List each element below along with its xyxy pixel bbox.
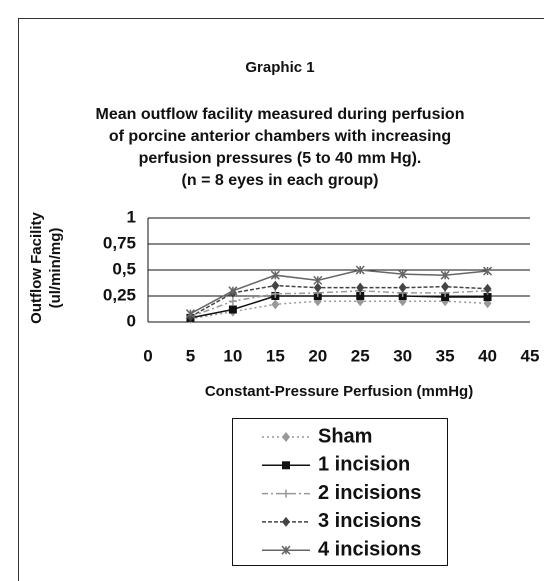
marker	[313, 275, 323, 285]
y-tick-label: 0,25	[103, 285, 136, 304]
y-tick-label: 0,75	[103, 233, 136, 252]
legend-label: Sham	[318, 425, 372, 447]
chart-subtitle: perfusion pressures (5 to 40 mm Hg).	[139, 150, 422, 167]
series-line	[190, 269, 488, 315]
marker	[228, 297, 237, 306]
marker	[271, 280, 280, 291]
marker	[440, 270, 450, 280]
y-axis-label: (ul/min/mg)	[47, 228, 64, 309]
x-tick-label: 10	[223, 346, 242, 365]
frame	[18, 18, 544, 581]
marker	[398, 282, 407, 293]
marker	[355, 265, 365, 275]
y-axis-label: Outflow Facility	[28, 212, 45, 324]
marker	[228, 286, 238, 296]
legend-label: 3 incisions	[318, 510, 421, 532]
x-tick-label: 15	[266, 346, 285, 365]
x-tick-label: 25	[351, 346, 370, 365]
marker	[441, 293, 450, 302]
marker	[281, 545, 291, 555]
marker	[271, 289, 280, 298]
marker	[356, 282, 365, 293]
marker	[356, 292, 365, 300]
marker	[282, 461, 290, 470]
x-tick-label: 45	[521, 346, 540, 365]
legend-label: 4 incisions	[318, 538, 421, 560]
x-tick-label: 35	[436, 346, 455, 365]
chart-title: Graphic 1	[245, 59, 314, 76]
y-tick-label: 1	[127, 207, 136, 226]
legend-label: 1 incision	[318, 454, 410, 476]
legend	[232, 418, 448, 566]
x-tick-label: 0	[143, 346, 152, 365]
series-line	[190, 295, 488, 319]
x-tick-label: 30	[393, 346, 412, 365]
marker	[282, 432, 290, 442]
marker	[270, 270, 280, 280]
x-tick-label: 40	[478, 346, 497, 365]
chart-subtitle: Mean outflow facility measured during pe…	[96, 106, 465, 123]
marker	[228, 305, 237, 314]
y-tick-label: 0	[127, 311, 136, 330]
marker	[282, 516, 290, 527]
marker	[282, 489, 290, 498]
marker	[441, 281, 450, 292]
marker	[185, 309, 195, 319]
x-tick-label: 5	[186, 346, 195, 365]
marker	[398, 269, 408, 279]
legend-label: 2 incisions	[318, 482, 421, 504]
marker	[271, 299, 280, 310]
marker	[313, 282, 322, 293]
marker	[483, 293, 492, 302]
series-line	[190, 290, 488, 318]
marker	[483, 266, 493, 276]
marker	[483, 283, 492, 294]
chart-subtitle: (n = 8 eyes in each group)	[182, 172, 379, 189]
y-tick-label: 0,5	[112, 259, 136, 278]
x-axis-label: Constant-Pressure Perfusion (mmHg)	[205, 383, 473, 400]
chart-subtitle: of porcine anterior chambers with increa…	[109, 128, 451, 145]
series-line	[190, 284, 488, 318]
series-line	[190, 300, 488, 320]
x-tick-label: 20	[308, 346, 327, 365]
